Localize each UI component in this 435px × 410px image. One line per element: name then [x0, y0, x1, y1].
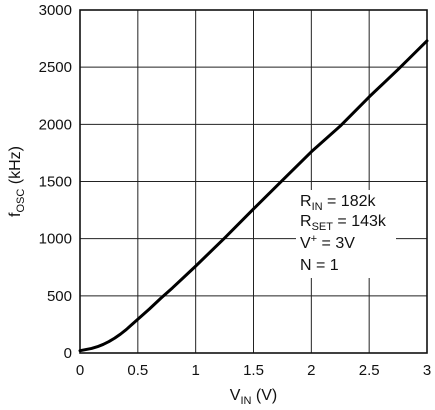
x-tick-label: 2.5 — [359, 362, 380, 379]
x-axis-label-unit: (V) — [251, 387, 277, 404]
annotation-rin-sub: IN — [312, 201, 323, 213]
annotation-rin: RIN = 182k — [300, 193, 376, 213]
x-tick-label: 3 — [423, 362, 431, 379]
annotation-background — [296, 190, 396, 278]
annotation-block: RIN = 182k RSET = 143k V+ = 3V N = 1 — [300, 193, 387, 274]
x-tick-labels: 0 0.5 1 1.5 2 2.5 3 — [76, 362, 431, 379]
annotation-vplus-value: = 3V — [317, 235, 355, 252]
annotation-vplus-main: V — [300, 235, 311, 252]
y-axis-label-sub: OSC — [15, 189, 27, 213]
annotation-rset-main: R — [300, 213, 312, 230]
x-tick-label: 0.5 — [127, 362, 148, 379]
x-axis-label-sub: IN — [240, 395, 251, 407]
y-tick-label: 500 — [47, 288, 72, 305]
y-axis-label: fOSC (kHz) — [7, 146, 27, 217]
y-tick-label: 2500 — [39, 59, 72, 76]
y-tick-label: 3000 — [39, 2, 72, 19]
annotation-rset-value: = 143k — [333, 213, 387, 230]
annotation-vplus: V+ = 3V — [300, 233, 355, 252]
series-line — [78, 39, 429, 353]
x-tick-label: 0 — [76, 362, 84, 379]
annotation-vplus-sup: + — [311, 233, 317, 245]
y-axis-label-unit: (kHz) — [7, 146, 24, 189]
annotation-rset-sub: SET — [312, 221, 334, 233]
grid-lines — [80, 10, 427, 353]
x-axis-label-main: V — [230, 387, 241, 404]
x-tick-label: 2 — [307, 362, 315, 379]
y-tick-labels: 0 500 1000 1500 2000 2500 3000 — [39, 2, 72, 362]
x-axis-label: VIN (V) — [230, 387, 277, 407]
annotation-rin-value: = 182k — [323, 193, 377, 210]
y-tick-label: 0 — [64, 345, 72, 362]
y-axis-label-main: f — [7, 212, 24, 217]
annotation-rset: RSET = 143k — [300, 213, 387, 233]
x-tick-label: 1.5 — [243, 362, 264, 379]
y-tick-label: 2000 — [39, 116, 72, 133]
annotation-n: N = 1 — [300, 257, 339, 274]
x-tick-label: 1 — [191, 362, 199, 379]
annotation-rin-main: R — [300, 193, 312, 210]
y-tick-label: 1000 — [39, 231, 72, 248]
y-tick-label: 1500 — [39, 174, 72, 191]
plot-frame — [79, 9, 428, 354]
